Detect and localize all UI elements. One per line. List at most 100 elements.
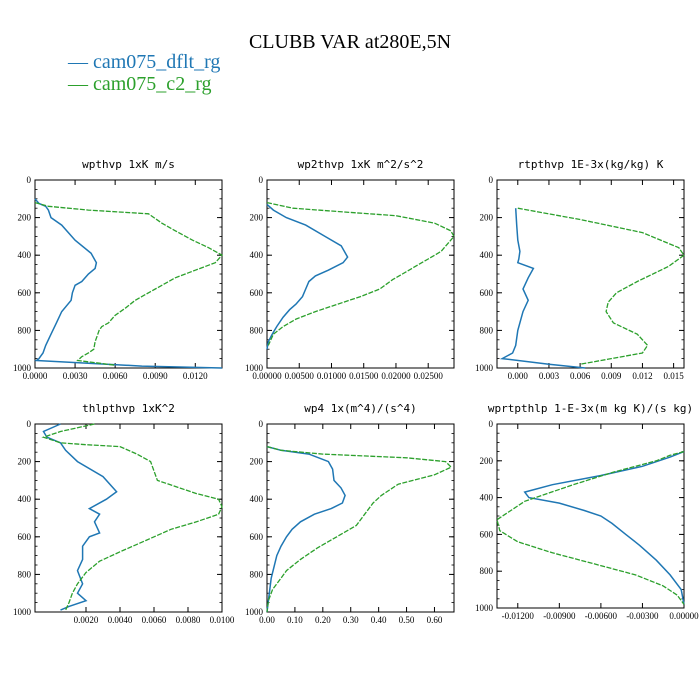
series-line-cam075-c2-rg [517,207,685,365]
y-tick-label: 800 [250,569,264,579]
series-line-cam075-c2-rg [266,201,455,346]
x-tick-label: 0.00000 [669,611,699,621]
x-tick-label: 0.30 [343,615,359,625]
y-tick-label: 400 [480,250,494,260]
x-tick-label: 0.0000 [23,371,48,381]
series-line-cam075-c2-rg [34,201,224,366]
x-tick-label: 0.000 [508,371,529,381]
panel-title: rtpthvp 1E-3x(kg/kg) K [518,158,664,171]
x-tick-label: 0.0080 [176,615,201,625]
series-line-cam075-dflt-rg [266,445,346,613]
x-tick-label: 0.0060 [103,371,128,381]
x-tick-label: 0.015 [663,371,684,381]
panel-title: wpthvp 1xK m/s [82,158,175,171]
y-tick-label: 200 [250,213,264,223]
y-tick-label: 0 [27,419,32,429]
x-tick-label: 0.0120 [183,371,208,381]
x-tick-label: 0.0060 [142,615,167,625]
series-line-cam075-c2-rg [496,450,685,605]
y-tick-label: 800 [18,325,32,335]
x-tick-label: 0.20 [315,615,331,625]
y-tick-label: 200 [18,213,32,223]
y-tick-label: 400 [480,493,494,503]
y-tick-label: 0 [259,419,264,429]
y-tick-label: 600 [18,288,32,298]
x-tick-label: 0.009 [601,371,622,381]
x-tick-label: 0.50 [399,615,415,625]
y-tick-label: 800 [250,325,264,335]
x-tick-label: 0.0040 [108,615,133,625]
y-tick-label: 0 [489,419,494,429]
panel-1: wp2thvp 1xK m^2/s^2020040060080010000.00… [245,158,455,381]
y-tick-label: 800 [480,566,494,576]
y-tick-label: 1000 [475,603,494,613]
axes-frame [496,179,685,369]
x-tick-label: 0.40 [371,615,387,625]
y-tick-label: 600 [18,532,32,542]
y-tick-label: 1000 [475,363,494,373]
series-line-cam075-dflt-rg [42,423,118,611]
panel-title: thlpthvp 1xK^2 [82,402,175,415]
y-tick-label: 400 [250,250,264,260]
x-tick-label: 0.01000 [317,371,347,381]
x-tick-label: 0.60 [427,615,443,625]
figure-title: CLUBB VAR at280E,5N [249,31,451,53]
y-tick-label: 800 [18,569,32,579]
axes-frame [496,423,685,609]
y-tick-label: 800 [480,325,494,335]
panel-title: wp4 1x(m^4)/(s^4) [304,402,417,415]
x-tick-label: 0.00000 [252,371,282,381]
y-tick-label: 600 [480,288,494,298]
x-tick-label: 0.02500 [414,371,444,381]
panel-3: thlpthvp 1xK^2 0 200 400 600 800 1000 0.0020 0.0… [13,402,235,625]
y-tick-label: 0 [489,175,494,185]
y-tick-label: 600 [250,532,264,542]
y-tick-label: 1000 [13,363,32,373]
x-tick-label: -0.01200 [502,611,535,621]
x-tick-label: -0.00900 [543,611,576,621]
y-tick-label: 1000 [13,607,32,617]
y-tick-label: 400 [250,494,264,504]
y-tick-label: 1000 [245,363,264,373]
y-tick-label: 200 [480,213,494,223]
panel-title: wp2thvp 1xK m^2/s^2 [298,158,424,171]
x-tick-label: 0.0090 [143,371,168,381]
legend-entry-dflt: — cam075_dflt_rg [67,51,220,73]
x-tick-label: 0.003 [539,371,560,381]
x-tick-label: 0.006 [570,371,591,381]
y-tick-label: 200 [18,457,32,467]
x-tick-label: 0.0100 [210,615,235,625]
y-tick-label: 200 [250,457,264,467]
series-line-cam075-dflt-rg [266,203,349,350]
x-tick-label: 0.00 [259,615,275,625]
x-tick-label: 0.012 [632,371,652,381]
axes-frame [34,423,223,613]
y-tick-label: 400 [18,250,32,260]
y-tick-label: 1000 [245,607,264,617]
x-tick-label: 0.00500 [285,371,315,381]
x-tick-label: 0.0020 [74,615,99,625]
y-tick-label: 0 [27,175,32,185]
panel-title: wprtpthlp 1-E-3x(m kg K)/(s kg) [488,402,693,415]
x-tick-label: 0.0030 [63,371,88,381]
x-tick-label: -0.00300 [626,611,659,621]
series-line-cam075-dflt-rg [499,208,586,369]
series-line-cam075-dflt-rg [34,198,223,369]
y-tick-label: 600 [250,288,264,298]
y-tick-label: 400 [18,494,32,504]
panel-5: wprtpthlp 1-E-3x(m kg K)/(s kg) 0 200 400 60… [475,402,699,621]
y-tick-label: 0 [259,175,264,185]
y-tick-label: 600 [480,529,494,539]
series-line-cam075-c2-rg [266,445,453,613]
panel-2: rtpthvp 1E-3x(kg/kg) K 0 200 400 600 800 1000 0… [475,158,685,381]
legend-entry-c2: — cam075_c2_rg [67,73,212,95]
x-tick-label: -0.00600 [585,611,618,621]
y-tick-label: 200 [480,456,494,466]
series-line-cam075-c2-rg [41,423,223,611]
x-tick-label: 0.01500 [349,371,379,381]
x-tick-label: 0.10 [287,615,303,625]
